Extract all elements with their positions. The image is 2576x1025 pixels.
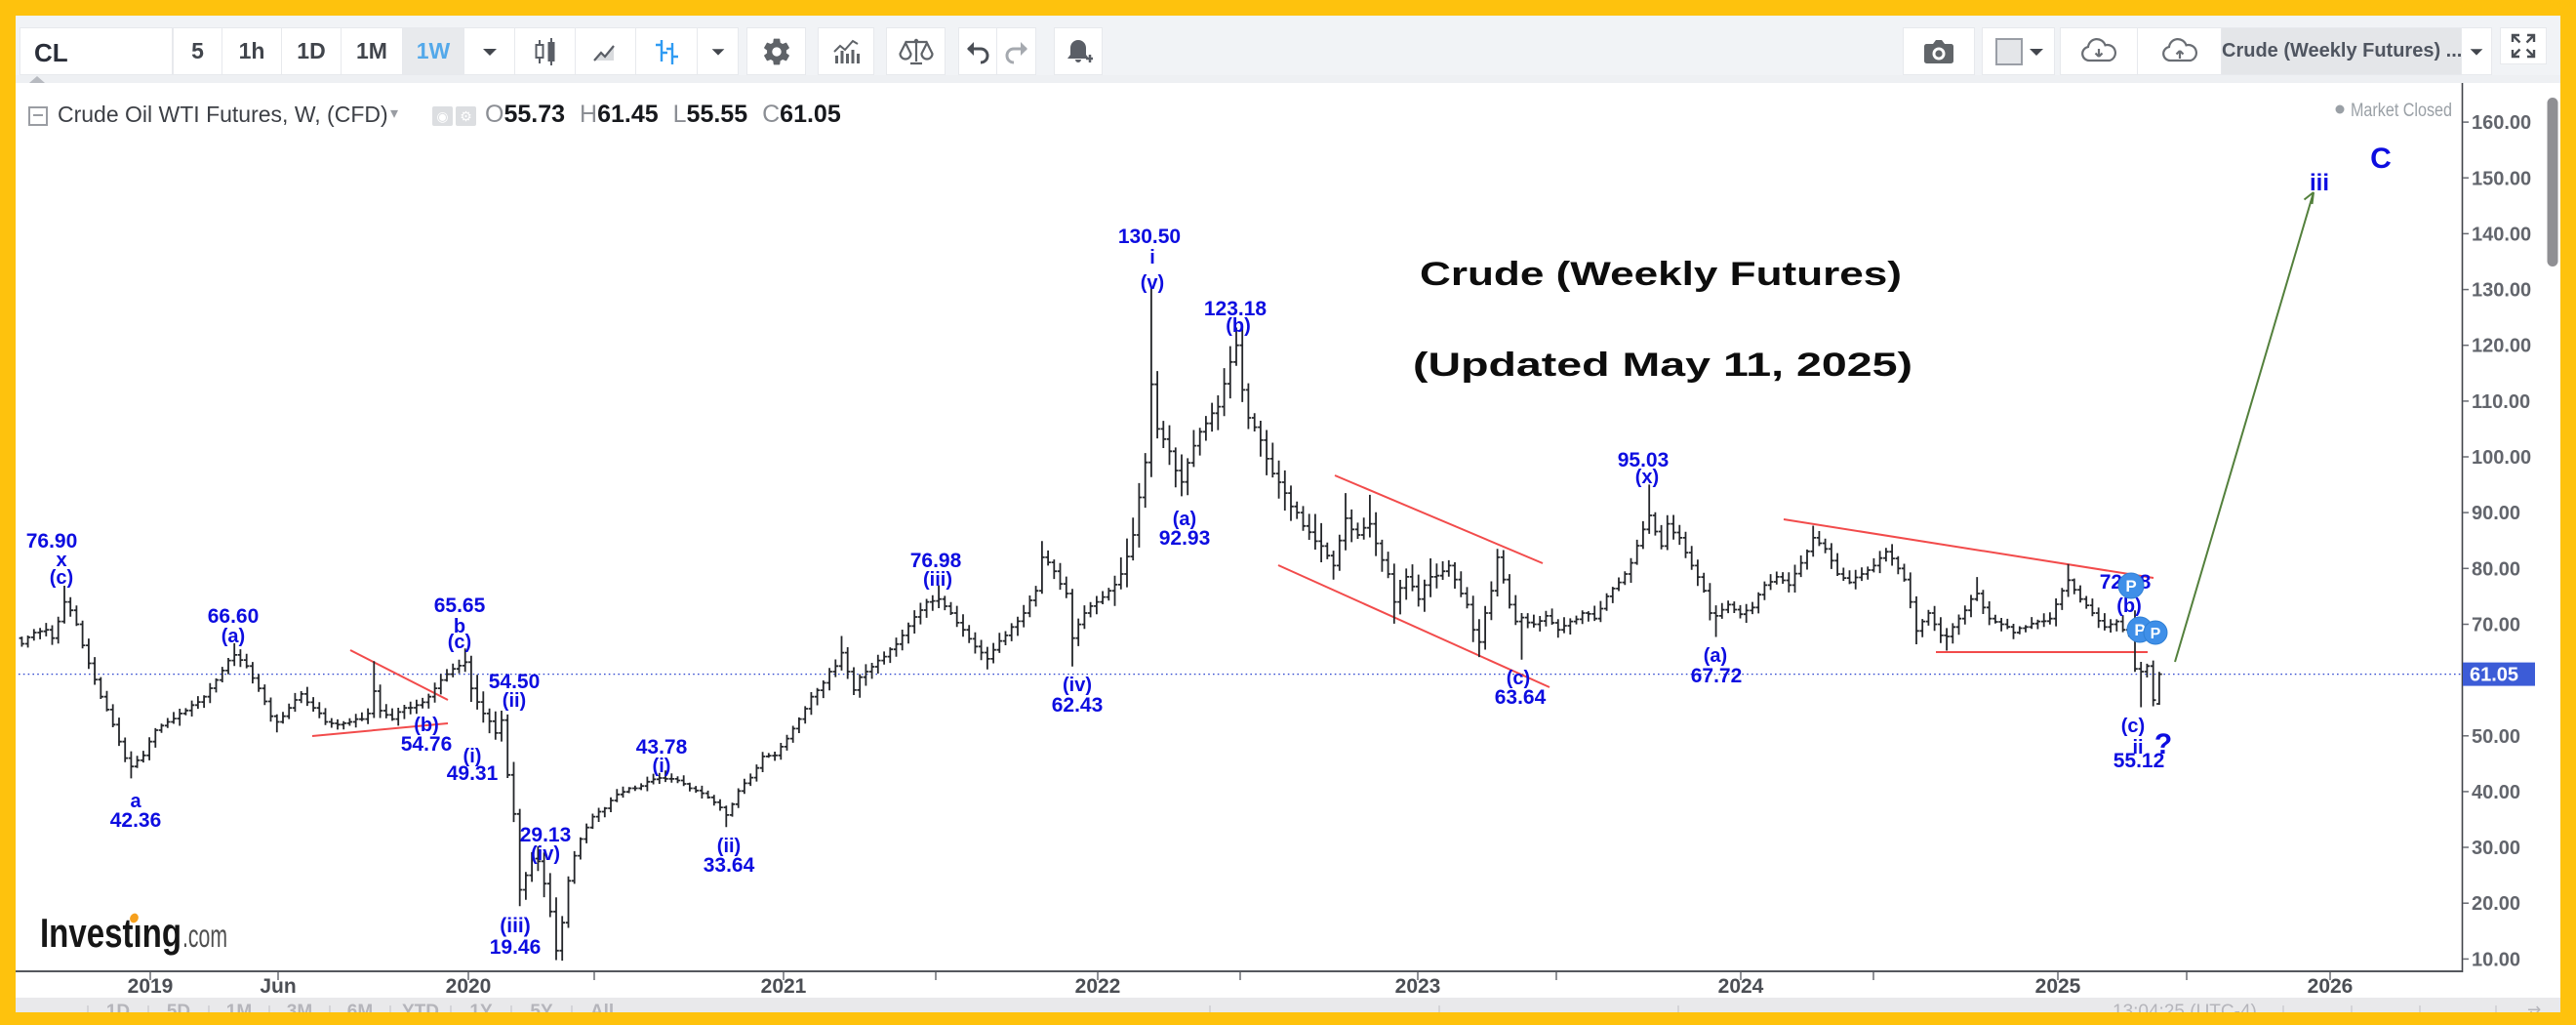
svg-text:(c): (c) xyxy=(1507,668,1530,689)
svg-text:.com: .com xyxy=(182,918,227,954)
svg-text:1D: 1D xyxy=(106,1002,130,1012)
svg-text:(a): (a) xyxy=(221,626,245,647)
svg-text:140.00: 140.00 xyxy=(2472,224,2531,245)
svg-text:61.05: 61.05 xyxy=(2470,665,2518,686)
svg-text:67.72: 67.72 xyxy=(1691,665,1743,687)
svg-text:(ii): (ii) xyxy=(717,836,741,857)
svg-text:95.03: 95.03 xyxy=(1618,449,1670,472)
svg-text:1M: 1M xyxy=(226,1002,252,1012)
svg-text:x: x xyxy=(56,550,66,571)
svg-text:iii: iii xyxy=(2310,170,2329,196)
svg-text:(b): (b) xyxy=(414,715,439,736)
svg-text:ii: ii xyxy=(2132,737,2143,758)
svg-text:(a): (a) xyxy=(1704,645,1727,667)
svg-text:66.60: 66.60 xyxy=(208,605,260,628)
svg-text:5Y: 5Y xyxy=(530,1002,553,1012)
svg-text:13:04:25 (UTC-4): 13:04:25 (UTC-4) xyxy=(2113,1002,2257,1012)
svg-text:120.00: 120.00 xyxy=(2472,336,2531,357)
svg-text:76.98: 76.98 xyxy=(910,550,962,572)
svg-text:5D: 5D xyxy=(167,1002,190,1012)
svg-text:90.00: 90.00 xyxy=(2472,503,2520,524)
svg-text:130.00: 130.00 xyxy=(2472,280,2531,302)
svg-text:80.00: 80.00 xyxy=(2472,558,2520,580)
svg-text:50.00: 50.00 xyxy=(2472,726,2520,748)
svg-text:P: P xyxy=(2134,621,2145,639)
svg-text:a: a xyxy=(130,791,141,812)
svg-text:(a): (a) xyxy=(1173,509,1196,530)
svg-text:110.00: 110.00 xyxy=(2472,391,2530,413)
svg-text:C: C xyxy=(2370,143,2392,175)
svg-text:YTD: YTD xyxy=(402,1002,439,1012)
svg-text:2023: 2023 xyxy=(1395,975,1441,998)
svg-text:(c): (c) xyxy=(448,632,471,653)
svg-text:1Y: 1Y xyxy=(469,1002,493,1012)
svg-text:33.64: 33.64 xyxy=(704,854,755,877)
svg-text:63.64: 63.64 xyxy=(1495,686,1547,709)
svg-text:54.50: 54.50 xyxy=(489,671,541,693)
svg-text:All: All xyxy=(590,1002,614,1012)
svg-text:P: P xyxy=(2125,577,2136,595)
svg-text:(iv): (iv) xyxy=(1063,675,1092,696)
svg-text:10.00: 10.00 xyxy=(2472,949,2520,970)
svg-text:2022: 2022 xyxy=(1075,975,1121,998)
svg-text:(c): (c) xyxy=(2121,716,2145,737)
svg-text:2019: 2019 xyxy=(128,975,174,998)
svg-text:2025: 2025 xyxy=(2035,975,2081,998)
svg-text:40.00: 40.00 xyxy=(2472,782,2520,803)
svg-text:150.00: 150.00 xyxy=(2472,168,2531,189)
svg-text:Crude (Weekly Futures): Crude (Weekly Futures) xyxy=(1420,256,1902,293)
svg-text:(Updated May 11, 2025): (Updated May 11, 2025) xyxy=(1413,347,1912,384)
svg-text:(b): (b) xyxy=(1226,315,1251,337)
svg-text:P: P xyxy=(2151,626,2161,642)
svg-text:92.93: 92.93 xyxy=(1159,527,1211,550)
svg-text:76.90: 76.90 xyxy=(26,530,78,553)
svg-text:⇄: ⇄ xyxy=(2527,1003,2541,1012)
svg-text:2026: 2026 xyxy=(2308,975,2354,998)
svg-text:49.31: 49.31 xyxy=(447,762,499,785)
svg-text:(b): (b) xyxy=(2116,595,2142,617)
svg-text:130.50: 130.50 xyxy=(1118,226,1181,248)
svg-text:6M: 6M xyxy=(347,1002,373,1012)
svg-text:160.00: 160.00 xyxy=(2472,112,2531,134)
svg-text:2021: 2021 xyxy=(761,975,807,998)
svg-text:20.00: 20.00 xyxy=(2472,893,2520,915)
svg-text:Market Closed: Market Closed xyxy=(2351,101,2452,121)
svg-text:70.00: 70.00 xyxy=(2472,614,2520,636)
svg-text:65.65: 65.65 xyxy=(434,594,486,617)
svg-text:100.00: 100.00 xyxy=(2472,447,2531,469)
svg-text:(iii): (iii) xyxy=(500,915,531,937)
svg-text:43.78: 43.78 xyxy=(636,736,688,758)
svg-text:30.00: 30.00 xyxy=(2472,838,2520,859)
svg-text:62.43: 62.43 xyxy=(1052,694,1104,717)
svg-text:Investıng: Investıng xyxy=(40,910,181,956)
svg-text:(v): (v) xyxy=(1141,272,1164,294)
svg-text:2024: 2024 xyxy=(1718,975,1764,998)
svg-text:42.36: 42.36 xyxy=(110,809,162,832)
svg-text:(i): (i) xyxy=(653,756,671,777)
svg-text:b: b xyxy=(454,616,465,637)
svg-text:123.18: 123.18 xyxy=(1204,298,1268,320)
svg-text:3M: 3M xyxy=(287,1002,312,1012)
svg-text:(iii): (iii) xyxy=(923,569,952,591)
svg-text:?: ? xyxy=(2154,728,2172,760)
svg-text:2020: 2020 xyxy=(446,975,492,998)
svg-text:19.46: 19.46 xyxy=(490,936,542,959)
svg-text:(iv): (iv) xyxy=(531,843,560,865)
svg-text:54.76: 54.76 xyxy=(401,733,453,756)
svg-text:i: i xyxy=(1149,247,1155,268)
svg-text:55.12: 55.12 xyxy=(2113,750,2165,772)
svg-text:(ii): (ii) xyxy=(503,690,526,712)
svg-text:Jun: Jun xyxy=(260,975,296,998)
svg-text:29.13: 29.13 xyxy=(520,824,572,846)
svg-text:(x): (x) xyxy=(1635,467,1659,488)
svg-text:(c): (c) xyxy=(50,567,73,589)
svg-text:(i): (i) xyxy=(463,746,482,767)
